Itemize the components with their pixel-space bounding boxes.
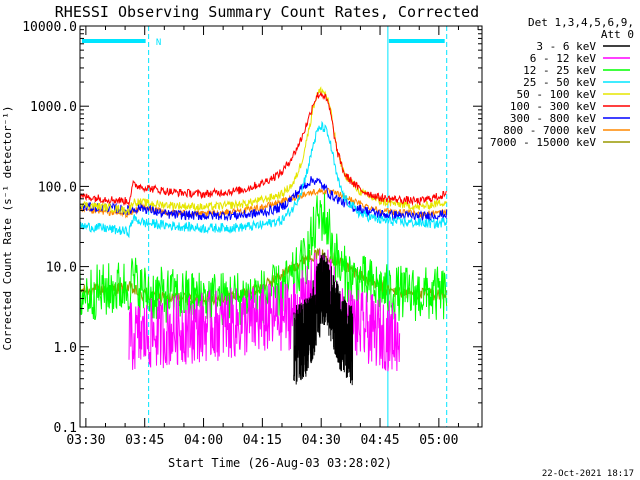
x-tick-label: 04:15 (243, 433, 282, 448)
x-tick-label: 04:00 (184, 433, 223, 448)
legend-label-1: 6 - 12 keV (530, 52, 597, 65)
footer-date: 22-Oct-2021 18:17 (542, 469, 634, 479)
legend-label-3: 25 - 50 keV (523, 76, 596, 89)
legend-label-8: 7000 - 15000 keV (490, 136, 596, 149)
night-marker-label: N (156, 38, 161, 48)
y-axis-label: Corrected Count Rate (s⁻¹ detector⁻¹) (1, 105, 14, 350)
legend-label-0: 3 - 6 keV (536, 40, 596, 53)
series-line-1 (128, 249, 401, 372)
series-line-5 (79, 90, 447, 207)
x-tick-label: 03:45 (125, 433, 164, 448)
legend-header-line-1: Det 1,3,4,5,6,9, (528, 16, 634, 29)
y-tick-label: 1.0 (54, 341, 77, 356)
y-tick-label: 1000.0 (30, 100, 77, 115)
legend-header-line-2: Att 0 (601, 28, 634, 41)
x-tick-label: 04:45 (360, 433, 399, 448)
legend-label-2: 12 - 25 keV (523, 64, 596, 77)
legend-label-6: 300 - 800 keV (510, 112, 596, 125)
series-line-3 (79, 120, 448, 239)
series-line-0 (293, 252, 354, 386)
series-line-4 (79, 86, 448, 216)
y-tick-label: 0.1 (54, 421, 77, 436)
y-tick-label: 100.0 (38, 180, 77, 195)
x-tick-label: 04:30 (302, 433, 341, 448)
y-tick-label: 10.0 (46, 261, 77, 276)
legend-label-5: 100 - 300 keV (510, 100, 596, 113)
plot-frame (79, 25, 483, 428)
x-tick-label: 05:00 (419, 433, 458, 448)
x-tick-label: 03:30 (66, 433, 105, 448)
y-tick-label: 10000.0 (22, 20, 77, 35)
legend-label-4: 50 - 100 keV (517, 88, 597, 101)
chart-title: RHESSI Observing Summary Count Rates, Co… (55, 3, 479, 21)
legend-label-7: 800 - 7000 keV (503, 124, 596, 137)
x-axis-label: Start Time (26-Aug-03 03:28:02) (168, 456, 392, 470)
